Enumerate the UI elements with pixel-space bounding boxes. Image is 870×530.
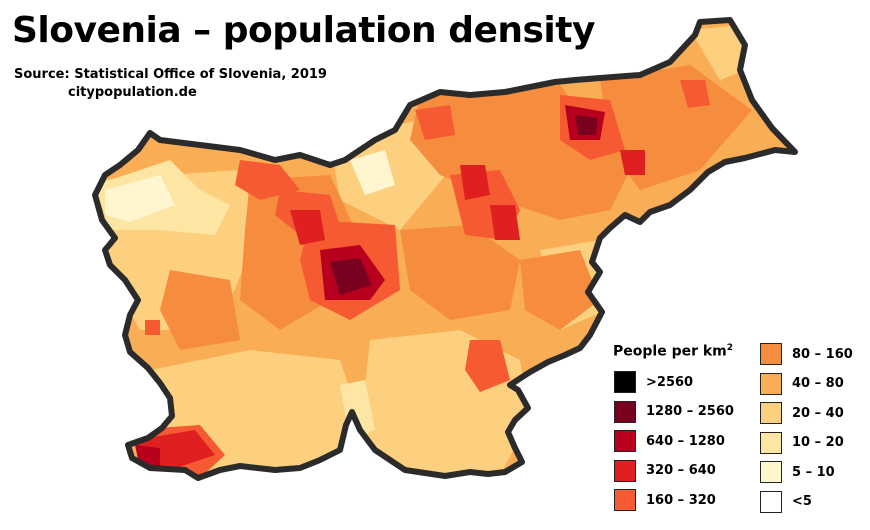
legend-label: 5 – 10 <box>792 464 835 480</box>
legend-label: 10 – 20 <box>792 435 844 450</box>
legend-swatch <box>614 489 636 511</box>
legend-swatch <box>760 431 782 454</box>
map-title: Slovenia – population density <box>12 10 595 51</box>
region-novomesto-160-320 <box>465 340 510 392</box>
region-pohorje-5-10 <box>350 150 395 195</box>
legend-item: 20 – 40 <box>760 401 844 425</box>
legend-label: 160 – 320 <box>646 492 716 508</box>
legend-item: 1280 – 2560 <box>614 400 734 424</box>
region-alps-5-10 <box>105 175 175 222</box>
region-kranj-320-640 <box>290 210 325 245</box>
legend-swatch <box>614 400 636 423</box>
region-jesenice-160-320 <box>235 160 300 200</box>
region-msobota-160-320 <box>680 80 710 108</box>
legend-item: 160 – 320 <box>614 488 716 512</box>
legend-swatch <box>614 371 636 393</box>
legend-item: <5 <box>760 490 812 514</box>
legend-swatch <box>760 490 782 513</box>
legend-item: 40 – 80 <box>760 372 844 396</box>
legend-swatch <box>614 430 636 452</box>
region-posavje-80-160 <box>520 250 600 330</box>
region-velenje-320-640 <box>460 165 490 200</box>
legend-title: People per km2 <box>613 343 734 360</box>
region-goriska-80-160 <box>160 270 240 350</box>
legend-label: 320 – 640 <box>646 463 716 478</box>
legend-swatch <box>760 402 782 424</box>
legend-label: 20 – 40 <box>792 405 844 421</box>
legend-item: >2560 <box>614 370 693 394</box>
legend-item: 640 – 1280 <box>614 429 725 453</box>
region-maribor-centre-1280-2560 <box>575 115 598 135</box>
legend-label: 1280 – 2560 <box>646 404 734 419</box>
region-dravograd-160-320 <box>415 105 455 140</box>
source-line: Source: Statistical Office of Slovenia, … <box>14 67 327 82</box>
region-novagorica-160-320 <box>145 320 160 335</box>
legend-swatch <box>760 343 782 365</box>
legend-swatch <box>760 461 782 483</box>
legend-label: 640 – 1280 <box>646 433 725 449</box>
region-savinja-80-160 <box>400 225 520 320</box>
source-website: citypopulation.de <box>68 85 197 100</box>
region-celje-320-640 <box>490 205 520 240</box>
legend-label: >2560 <box>646 374 694 390</box>
legend-label: 40 – 80 <box>792 376 844 391</box>
region-ljubljana-centre-1280-2560 <box>330 258 372 295</box>
legend-swatch <box>760 372 782 395</box>
legend-item: 80 – 160 <box>760 342 853 366</box>
region-ptuj-320-640 <box>620 150 645 175</box>
legend-item: 10 – 20 <box>760 431 844 455</box>
legend-label: <5 <box>792 494 812 509</box>
legend-item: 320 – 640 <box>614 459 716 483</box>
legend-swatch <box>614 459 636 482</box>
legend-label: 80 – 160 <box>792 346 853 362</box>
region-northeast-20-40 <box>690 25 745 80</box>
legend-item: 5 – 10 <box>760 460 835 484</box>
